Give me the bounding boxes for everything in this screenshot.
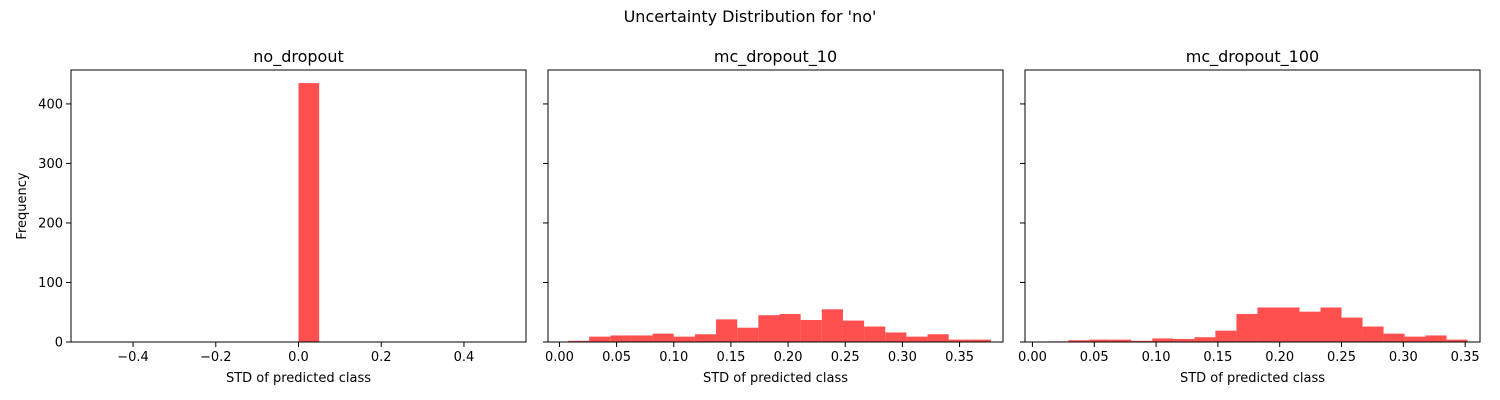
x-axis-label: STD of predicted class xyxy=(703,371,848,386)
histogram-bar xyxy=(1257,307,1279,342)
y-tick-label: 300 xyxy=(38,157,63,172)
histogram-bar xyxy=(1152,338,1174,342)
axes-frame xyxy=(547,69,1004,343)
subplot-mc_dropout_100: 0.00 0.05 0.10 0.15 0.20 0.25 0.30 0.35 mc_dropo… xyxy=(1018,47,1481,386)
histogram-bar xyxy=(1341,317,1363,342)
histogram-bar xyxy=(1299,311,1321,342)
x-tick-label: 0.30 xyxy=(888,350,917,365)
histogram-bar xyxy=(589,336,611,342)
x-tick-label: 0.20 xyxy=(1265,350,1294,365)
histogram-bar xyxy=(1278,307,1300,342)
histogram-bar xyxy=(673,336,695,342)
x-tick-label: 0.4 xyxy=(454,350,475,365)
histogram-bar xyxy=(298,83,320,343)
histogram-bar xyxy=(1089,339,1111,342)
histogram-bar xyxy=(906,336,928,342)
x-tick-label: 0.30 xyxy=(1389,350,1418,365)
x-axis-label: STD of predicted class xyxy=(226,371,371,386)
y-tick-label: 200 xyxy=(38,216,63,231)
histogram-bar xyxy=(969,339,991,342)
histogram-bar xyxy=(631,335,653,342)
x-tick-label: 0.05 xyxy=(602,350,631,365)
histogram-bar xyxy=(1446,339,1468,342)
histogram-bar xyxy=(737,327,759,342)
histogram-bar xyxy=(842,320,865,342)
x-tick-label: 0.10 xyxy=(1142,350,1171,365)
subplot-mc_dropout_10: 0.00 0.05 0.10 0.15 0.20 0.25 0.30 0.35 mc_dropo… xyxy=(543,47,1004,386)
x-tick-label: 0.10 xyxy=(659,350,688,365)
histogram-bar xyxy=(821,309,843,342)
histogram-bar xyxy=(927,334,949,342)
histogram-bar xyxy=(948,339,970,342)
x-tick-label: 0.05 xyxy=(1080,350,1109,365)
x-tick-label: 0.35 xyxy=(1451,350,1480,365)
x-tick-label: 0.25 xyxy=(1327,350,1356,365)
subplot-title: mc_dropout_100 xyxy=(1186,47,1319,67)
y-tick-label: 400 xyxy=(38,97,63,112)
x-tick-label: 0.20 xyxy=(774,350,803,365)
histogram-bar xyxy=(1383,333,1405,342)
histogram-bar xyxy=(885,332,907,342)
histogram-bar xyxy=(694,334,717,342)
histogram-bar xyxy=(1131,340,1153,342)
subplot-no_dropout: −0.4 −0.2 0.0 0.2 0.4 0 100 200 300 400 no_dropout… xyxy=(15,47,527,386)
y-tick-label: 0 xyxy=(55,336,63,351)
x-tick-label: 0.0 xyxy=(288,350,309,365)
histogram-bar xyxy=(1320,307,1342,342)
histogram-bar xyxy=(779,314,801,342)
x-tick-label: −0.4 xyxy=(117,350,149,365)
x-tick-label: 0.15 xyxy=(716,350,745,365)
histogram-bar xyxy=(652,333,674,342)
axes-frame xyxy=(1024,69,1481,343)
subplot-title: no_dropout xyxy=(253,47,343,67)
y-tick-label: 100 xyxy=(38,276,63,291)
histogram-bar xyxy=(1173,339,1195,342)
histogram-bar xyxy=(1236,314,1258,342)
figure-title: Uncertainty Distribution for 'no' xyxy=(624,7,877,26)
histogram-bar xyxy=(1068,340,1090,342)
histogram-bar xyxy=(568,340,590,342)
histogram-bar xyxy=(1362,326,1384,342)
histogram-bar xyxy=(1425,335,1447,342)
x-tick-label: 0.25 xyxy=(831,350,860,365)
subplot-title: mc_dropout_10 xyxy=(714,47,837,67)
x-tick-label: −0.2 xyxy=(200,350,232,365)
histogram-bar xyxy=(1215,330,1237,342)
x-tick-label: 0.2 xyxy=(371,350,392,365)
x-tick-label: 0.35 xyxy=(945,350,974,365)
histogram-bar xyxy=(864,326,886,342)
x-tick-label: 0.00 xyxy=(1018,350,1047,365)
histogram-bar xyxy=(716,319,738,342)
histogram-bar xyxy=(1194,337,1216,342)
histogram-bar xyxy=(610,335,632,342)
histogram-bar xyxy=(800,319,822,342)
y-axis-label: Frequency xyxy=(15,172,30,239)
histogram-bar xyxy=(1404,336,1426,342)
x-tick-label: 0.00 xyxy=(545,350,574,365)
histogram-bar xyxy=(1110,339,1132,342)
x-axis-label: STD of predicted class xyxy=(1180,371,1325,386)
x-tick-label: 0.15 xyxy=(1203,350,1232,365)
histogram-bar xyxy=(758,315,780,342)
